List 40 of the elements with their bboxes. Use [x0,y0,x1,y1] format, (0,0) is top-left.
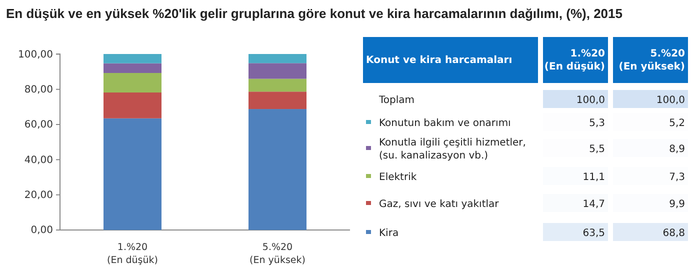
bar [248,92,306,110]
y-tick-label: 20,00 [24,190,53,202]
y-tick-label: 80,00 [24,84,53,96]
y-tick-label: Konutun bakım ve onarımı [379,118,511,129]
data-label: 5,3 [589,118,605,129]
x-tick-label: 1.%20 (En düşük) [544,48,606,72]
data-label: 11,1 [582,172,605,183]
data-label: 5,5 [589,144,605,155]
data-label: 14,7 [582,199,605,210]
data-label: 100,0 [576,95,605,106]
data-label: 8,9 [669,144,685,155]
x-tick-label: 1.%20 (En düşük) [107,242,158,266]
y-tick-label: 60,00 [24,120,53,131]
y-tick-label: 40,00 [24,154,53,166]
data-label: 5,2 [669,118,685,129]
y-tick-label: 0,00 [30,225,53,236]
bar [248,109,306,230]
bar [104,72,162,93]
y-tick-label: Kira [379,228,399,239]
data-label: 68,8 [662,228,685,239]
x-tick-label: 5.%20 (En yüksek) [618,48,686,72]
y-tick-label: Toplam [378,95,415,106]
x-tick-label: 5.%20 (En yüksek) [250,242,306,266]
data-label: 63,5 [582,228,605,239]
bar [248,54,306,64]
y-tick-label: 100,00 [18,49,53,60]
data-label: 7,3 [669,172,685,183]
y-tick-label: Konutla ilgili çeşitli hizmetler, (su. kanalizasyon vb.) [379,138,526,162]
y-tick-label: Elektrik [379,172,417,183]
y-tick-label: Gaz, sıvı ve katı yakıtlar [379,199,500,210]
data-label: 9,9 [669,199,685,210]
chart-title: En düşük ve en yüksek %20'lik gelir gruplarına göre konut ve kira harcamalarının dağılımı, (%), 2015 [6,6,622,21]
data-label: 100,0 [656,95,685,106]
bar [104,63,162,73]
y-axis-title: Konut ve kira harcamaları [366,55,512,66]
bar [248,63,306,79]
bar [104,92,162,118]
bar [104,118,162,230]
bar [104,54,162,64]
bar [248,78,306,92]
